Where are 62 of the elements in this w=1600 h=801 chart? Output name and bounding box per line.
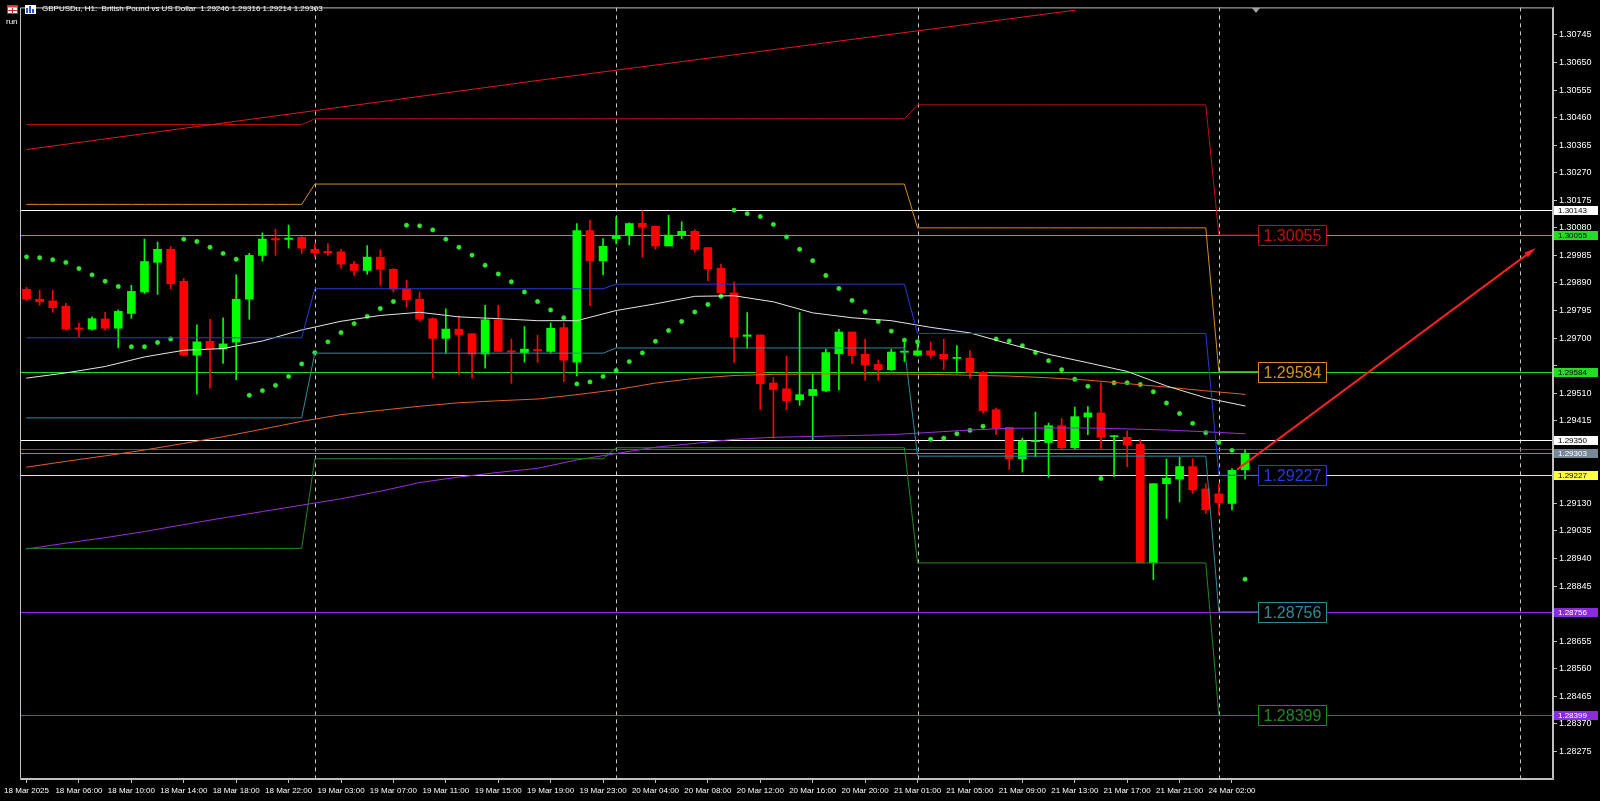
ref-line-label: 1.29350 [1558,435,1588,445]
y-tick-label: 1.29415 [1559,415,1592,426]
y-tick-label: 1.30080 [1559,222,1592,233]
x-tick-label: 19 Mar 15:00 [474,786,523,795]
y-tick-label: 1.29035 [1559,525,1592,536]
x-tick-label: 21 Mar 09:00 [998,786,1047,795]
y-tick-label: 1.28275 [1559,745,1592,756]
x-tick-label: 19 Mar 07:00 [369,786,418,795]
y-tick-label: 1.30650 [1559,57,1592,67]
x-tick-label: 18 Mar 22:00 [265,786,313,795]
y-tick-label: 1.30555 [1559,84,1592,95]
y-tick-label: 1.29890 [1559,277,1592,288]
ref-line-label: 1.30055 [1558,230,1588,240]
y-tick-label: 1.30365 [1559,139,1592,150]
ref-line-label: 1.30143 [1558,205,1588,215]
y-tick-label: 1.29510 [1559,387,1592,398]
y-tick-label: 1.30460 [1559,112,1592,123]
x-tick-label: 18 Mar 14:00 [160,786,208,795]
x-tick-label: 20 Mar 16:00 [789,786,837,795]
x-tick-label: 21 Mar 05:00 [946,786,995,795]
x-tick-label: 19 Mar 11:00 [422,786,470,795]
ref-line-label: 1.28399 [1558,710,1588,720]
x-tick-label: 18 Mar 2025 [4,786,50,795]
data-label: 1.28756 [1263,603,1322,621]
ref-line-label: 1.29584 [1558,367,1588,377]
data-label: 1.29584 [1263,363,1322,381]
x-tick-label: 19 Mar 23:00 [579,786,628,795]
y-tick-label: 1.28845 [1559,580,1592,591]
ref-line-label: 1.29303 [1558,448,1588,458]
x-tick-label: 21 Mar 01:00 [893,786,942,795]
chart-title: GBPUSDu, H1: British Pound vs US Dollar 1.29246 1.29316 1.29214 1.29303 [42,4,323,14]
y-tick-label: 1.29130 [1559,497,1592,508]
x-tick-label: 19 Mar 03:00 [317,786,366,795]
x-tick-label: 21 Mar 21:00 [1156,786,1204,795]
ref-line-label: 1.28756 [1558,607,1588,617]
y-tick-label: 1.29795 [1559,305,1592,316]
y-tick-label: 1.28655 [1559,635,1592,646]
y-tick-label: 1.30745 [1559,29,1592,40]
y-tick-label: 1.29985 [1559,249,1592,260]
text: run [6,17,18,27]
data-label: 1.30055 [1263,226,1322,244]
x-tick-label: 19 Mar 19:00 [527,786,575,795]
x-tick-label: 20 Mar 04:00 [631,786,680,795]
y-tick-label: 1.30175 [1559,194,1592,205]
x-tick-label: 18 Mar 06:00 [55,786,104,795]
x-tick-label: 18 Mar 18:00 [212,786,261,795]
x-tick-label: 21 Mar 17:00 [1103,786,1152,795]
y-tick-label: 1.28940 [1559,553,1592,564]
x-tick-label: 20 Mar 20:00 [841,786,890,795]
y-tick-label: 1.30270 [1559,167,1592,178]
x-tick-label: 20 Mar 12:00 [736,786,785,795]
y-tick-label: 1.28465 [1559,690,1592,701]
data-label: 1.28399 [1263,706,1322,724]
x-tick-label: 24 Mar 02:00 [1208,786,1257,795]
y-tick-label: 1.29700 [1559,332,1592,343]
x-tick-label: 18 Mar 10:00 [107,786,156,795]
ref-line-label: 1.29227 [1558,470,1588,480]
data-label: 1.29227 [1263,466,1322,484]
x-tick-label: 21 Mar 13:00 [1051,786,1099,795]
x-tick-label: 20 Mar 08:00 [684,786,733,795]
y-tick-label: 1.28370 [1559,718,1592,729]
y-tick-label: 1.28560 [1559,663,1592,674]
